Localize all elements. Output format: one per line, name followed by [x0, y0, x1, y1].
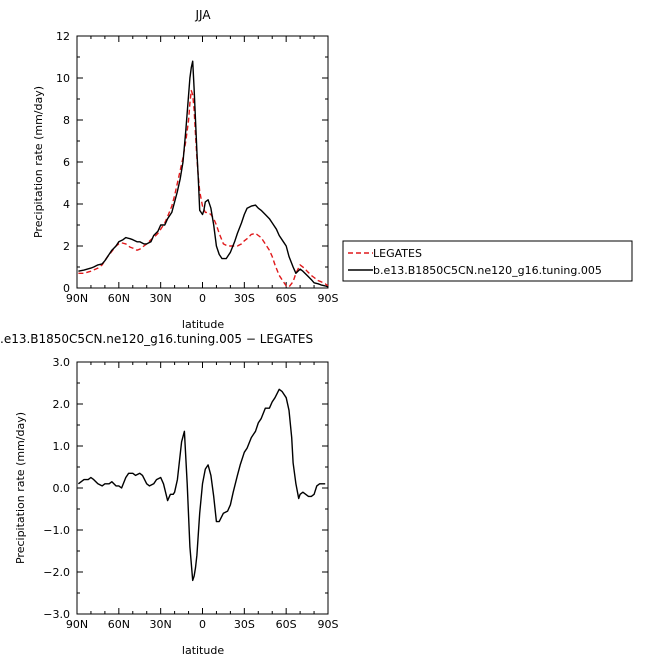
bottom-panel: .e13.B1850C5CN.ne120_g16.tuning.005 − LE…	[0, 332, 339, 657]
bottom-y-tick-label: −2.0	[43, 566, 70, 579]
bottom-x-tick-label: 0	[199, 618, 206, 631]
top-series-line-1	[78, 60, 329, 288]
top-plot-frame	[76, 35, 329, 289]
bottom-y-tick-label: 1.0	[53, 440, 71, 453]
bottom-y-axis-label: Precipitation rate (mm/day)	[14, 412, 27, 564]
top-y-tick-label: 6	[63, 156, 70, 169]
bottom-y-tick-label: 0.0	[53, 482, 71, 495]
top-ticks: 90N 60N 30N 0 30S 60S 90S 0 2 4 6 8 10 12	[56, 30, 339, 305]
top-panel: JJA 90N 60N 30N 0 30S 60S 90S 0 2 4 6 8 10 12 latitud…	[32, 8, 339, 331]
top-x-tick-label: 60N	[108, 292, 130, 305]
bottom-chart-title: .e13.B1850C5CN.ne120_g16.tuning.005 − LE…	[0, 332, 313, 346]
bottom-y-tick-label: −1.0	[43, 524, 70, 537]
top-y-tick-label: 8	[63, 114, 70, 127]
bottom-y-tick-label: −3.0	[43, 608, 70, 621]
top-x-tick-label: 30N	[150, 292, 172, 305]
bottom-y-tick-label: 2.0	[53, 398, 71, 411]
legend-legates-label: LEGATES	[373, 247, 422, 260]
top-x-axis-label: latitude	[182, 318, 224, 331]
top-x-tick-label: 0	[199, 292, 206, 305]
top-y-tick-label: 12	[56, 30, 70, 43]
legend-model-label: b.e13.B1850C5CN.ne120_g16.tuning.005	[373, 264, 602, 277]
top-x-tick-label: 30S	[234, 292, 255, 305]
top-y-tick-label: 2	[63, 240, 70, 253]
top-x-tick-label: 60S	[276, 292, 297, 305]
legend-box	[342, 240, 633, 282]
top-x-tick-label: 90N	[66, 292, 88, 305]
top-chart-title: JJA	[194, 8, 211, 22]
bottom-x-tick-label: 60N	[108, 618, 130, 631]
bottom-x-tick-label: 90N	[66, 618, 88, 631]
bottom-x-tick-label: 30N	[150, 618, 172, 631]
top-y-axis-label: Precipitation rate (mm/day)	[32, 86, 45, 238]
top-series	[78, 60, 329, 288]
bottom-series-line-0	[77, 388, 326, 582]
bottom-ticks: 90N 60N 30N 0 30S 60S 90S −3.0 −2.0 −1.0 0.0 1.0 2.0…	[43, 356, 338, 631]
bottom-x-axis-label: latitude	[182, 644, 224, 657]
bottom-x-tick-label: 30S	[234, 618, 255, 631]
top-x-tick-label: 90S	[318, 292, 339, 305]
bottom-x-tick-label: 60S	[276, 618, 297, 631]
top-y-tick-label: 10	[56, 72, 70, 85]
top-series-line-0	[78, 89, 329, 288]
legend: LEGATES b.e13.B1850C5CN.ne120_g16.tuning…	[342, 240, 633, 282]
top-y-tick-label: 4	[63, 198, 70, 211]
bottom-series	[77, 388, 326, 582]
bottom-x-tick-label: 90S	[318, 618, 339, 631]
top-y-tick-label: 0	[63, 282, 70, 295]
bottom-y-tick-label: 3.0	[53, 356, 71, 369]
